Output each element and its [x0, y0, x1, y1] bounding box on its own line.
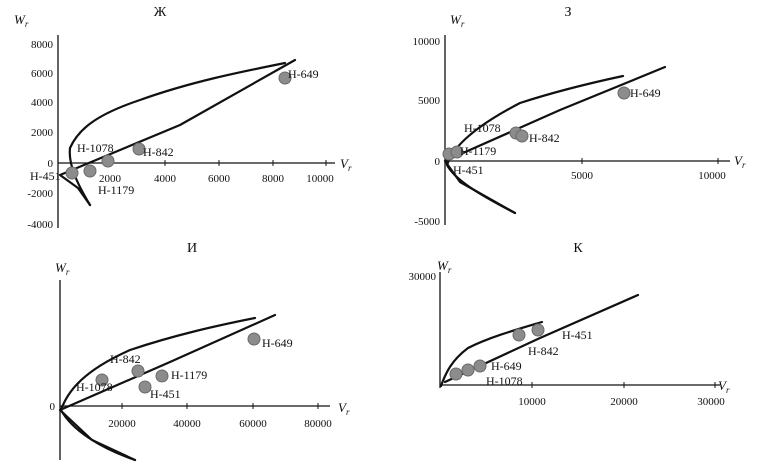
data-point	[515, 129, 529, 143]
x-tick-20000: 20000	[610, 396, 638, 408]
y-tick-5000: 5000	[418, 95, 441, 107]
point-label: H-451	[30, 169, 61, 183]
envelope-lower	[58, 313, 277, 462]
x-axis-label: Vr	[340, 156, 352, 173]
point-label: H-649	[288, 67, 319, 81]
y-tick-0: 0	[50, 401, 56, 413]
x-tick-6000: 6000	[208, 173, 231, 185]
point-label: H-1078	[76, 380, 113, 394]
panel-k: К Wr Vr 30000 10000 20000 30000 H-1078 H…	[409, 241, 730, 408]
y-tick-6000: 6000	[31, 68, 54, 80]
x-axis-label: Vr	[718, 378, 730, 395]
x-tick-5000: 5000	[571, 170, 594, 182]
point-label: H-451	[562, 328, 593, 342]
y-tick-minus-5000: -5000	[414, 216, 440, 228]
point-label: H-649	[262, 336, 293, 350]
x-axis-label: Vr	[734, 153, 746, 170]
point-label: H-649	[491, 359, 522, 373]
point-label: H-842	[528, 344, 559, 358]
panel-title: К	[573, 241, 583, 256]
x-tick-30000: 30000	[697, 396, 725, 408]
y-tick-minus-2000: -2000	[27, 188, 53, 200]
point-label: H-451	[453, 163, 484, 177]
envelope-lower	[443, 65, 667, 215]
x-tick-60000: 60000	[239, 418, 267, 430]
data-point	[278, 71, 292, 85]
point-label: H-1078	[464, 121, 501, 135]
point-label: H-842	[529, 131, 560, 145]
point-label: H-842	[110, 352, 141, 366]
y-tick-30000: 30000	[409, 271, 437, 283]
panel-title: И	[187, 241, 197, 256]
point-label: H-451	[150, 387, 181, 401]
data-point	[461, 363, 475, 377]
envelope-lower	[58, 58, 297, 207]
x-axis-label: Vr	[338, 400, 350, 417]
data-point	[83, 164, 97, 178]
data-point	[449, 367, 463, 381]
data-point	[450, 145, 464, 159]
y-axis-label: Wr	[450, 12, 465, 29]
x-tick-10000: 10000	[306, 173, 334, 185]
x-tick-2000: 2000	[99, 173, 122, 185]
y-axis-label: Wr	[55, 260, 70, 277]
point-label: H-1078	[77, 141, 114, 155]
y-tick-minus-4000: -4000	[27, 219, 53, 231]
data-point	[247, 332, 261, 346]
data-point	[138, 380, 152, 394]
point-label: H-1078	[486, 374, 523, 388]
y-axis-label: Wr	[14, 12, 29, 29]
data-point	[155, 369, 169, 383]
data-point	[617, 86, 631, 100]
panel-zh: Ж Wr Vr 8000 6000 4000 2000 0 -2000 -400…	[14, 5, 352, 231]
data-point	[95, 373, 109, 387]
panel-title: Ж	[154, 5, 167, 20]
panel-z: З Wr Vr 10000 5000 0 -5000 5000 10000 H-…	[413, 5, 746, 228]
point-label: H-1179	[171, 368, 207, 382]
x-tick-40000: 40000	[173, 418, 201, 430]
point-label: H-1179	[460, 144, 496, 158]
data-point	[131, 364, 145, 378]
data-point	[531, 323, 545, 337]
y-tick-10000: 10000	[413, 36, 441, 48]
point-label: H-649	[630, 86, 661, 100]
x-tick-10000: 10000	[698, 170, 726, 182]
point-label: H-1179	[98, 183, 134, 197]
y-tick-8000: 8000	[31, 39, 54, 51]
y-tick-0: 0	[435, 156, 441, 168]
data-point	[101, 154, 115, 168]
x-tick-80000: 80000	[304, 418, 332, 430]
panel-i: И Wr Vr 0 20000 40000 60000 80000 H-1078…	[50, 241, 350, 462]
y-axis-label: Wr	[437, 258, 452, 275]
y-tick-2000: 2000	[31, 127, 54, 139]
x-tick-4000: 4000	[154, 173, 177, 185]
data-point	[473, 359, 487, 373]
panel-title: З	[564, 5, 571, 20]
envelope-upper	[439, 320, 544, 388]
x-tick-20000: 20000	[108, 418, 136, 430]
x-tick-10000: 10000	[518, 396, 546, 408]
data-point	[65, 166, 79, 180]
x-tick-8000: 8000	[262, 173, 285, 185]
point-label: H-842	[143, 145, 174, 159]
data-point	[132, 142, 146, 156]
y-tick-4000: 4000	[31, 97, 54, 109]
data-point	[512, 328, 526, 342]
y-tick-0: 0	[48, 158, 54, 170]
